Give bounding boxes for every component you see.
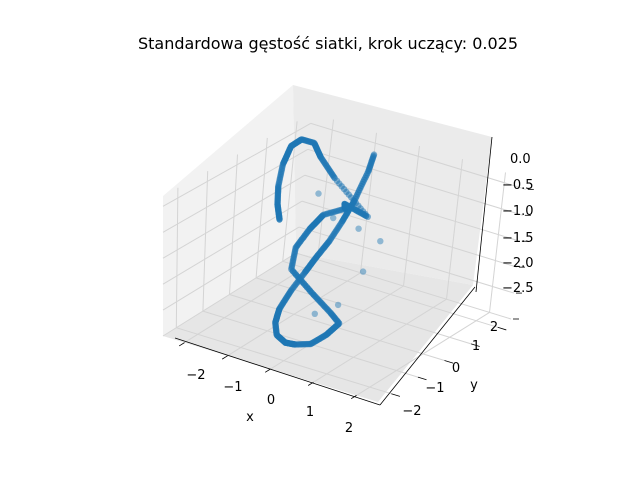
tick-marks — [178, 188, 534, 400]
y-axis-label: y — [470, 378, 478, 393]
x-tick-mark — [221, 355, 228, 360]
y-tick-labels: −2 −1 0 1 2 — [402, 320, 498, 419]
grid-line — [162, 226, 300, 311]
y-tick-mark — [391, 393, 401, 397]
pane-floor — [163, 253, 473, 402]
scatter-point — [355, 225, 362, 232]
grid-line — [162, 122, 312, 207]
grid-line — [162, 252, 297, 337]
grid-line — [175, 187, 179, 328]
scatter-point — [377, 238, 384, 245]
x-tick-labels: −2 −1 0 1 2 — [186, 368, 353, 436]
pane-back-right — [293, 85, 492, 285]
scatter-point — [330, 214, 337, 222]
grid-line — [307, 148, 523, 216]
grid-line — [202, 171, 209, 312]
z-tick-label: −0.5 — [502, 178, 534, 193]
x-tick-label: 1 — [306, 405, 314, 420]
scatter-point — [276, 216, 283, 223]
y-tick-mark — [497, 326, 507, 331]
grid-line — [255, 137, 268, 278]
chart-title: Standardowa gęstość siatki, krok uczący:… — [138, 34, 518, 53]
scatter-point — [315, 190, 322, 197]
x-tick-mark — [307, 381, 314, 386]
z-tick-labels: 0.0 −0.5 −1.0 −1.5 −2.0 −2.5 — [502, 152, 534, 296]
z-tick-label: −1.5 — [502, 231, 534, 246]
z-tick-label: −1.0 — [502, 204, 534, 219]
grid-line — [489, 172, 506, 313]
x-tick-label: 2 — [345, 421, 353, 436]
scatter-point — [359, 268, 367, 275]
z-tick-label: −2.0 — [502, 256, 534, 271]
x-tick-label: 0 — [267, 393, 275, 408]
y-tick-label: −2 — [402, 404, 421, 419]
grid-line — [403, 145, 420, 287]
y-tick-label: −1 — [425, 381, 444, 396]
scatter-point — [334, 301, 342, 309]
scatter-point — [311, 310, 318, 317]
y-tick-label: 1 — [472, 339, 480, 354]
z-tick-label: −2.5 — [502, 281, 534, 296]
y-tick-label: 0 — [452, 361, 460, 376]
grid-line — [229, 154, 238, 295]
axis-lines — [174, 136, 493, 406]
scatter-points — [272, 136, 384, 348]
grid-line — [310, 122, 526, 190]
y-tick-mark — [470, 343, 480, 347]
grid-line — [282, 260, 498, 328]
x-tick-mark — [178, 342, 185, 347]
x-tick-label: −2 — [186, 368, 205, 383]
grid-line — [356, 311, 490, 396]
grid-line — [317, 119, 334, 260]
x-tick-mark — [264, 368, 271, 373]
y-tick-label: 2 — [490, 320, 498, 335]
grid-line — [313, 298, 447, 383]
z-tick-label: 0.0 — [510, 152, 531, 167]
grid-line — [446, 159, 463, 300]
x-axis-label: x — [246, 410, 254, 425]
grid-line — [295, 252, 512, 320]
y-tick-mark — [417, 376, 427, 381]
y-tick-mark — [444, 360, 454, 364]
x-tick-label: −1 — [223, 380, 242, 395]
x-tick-mark — [350, 395, 357, 400]
